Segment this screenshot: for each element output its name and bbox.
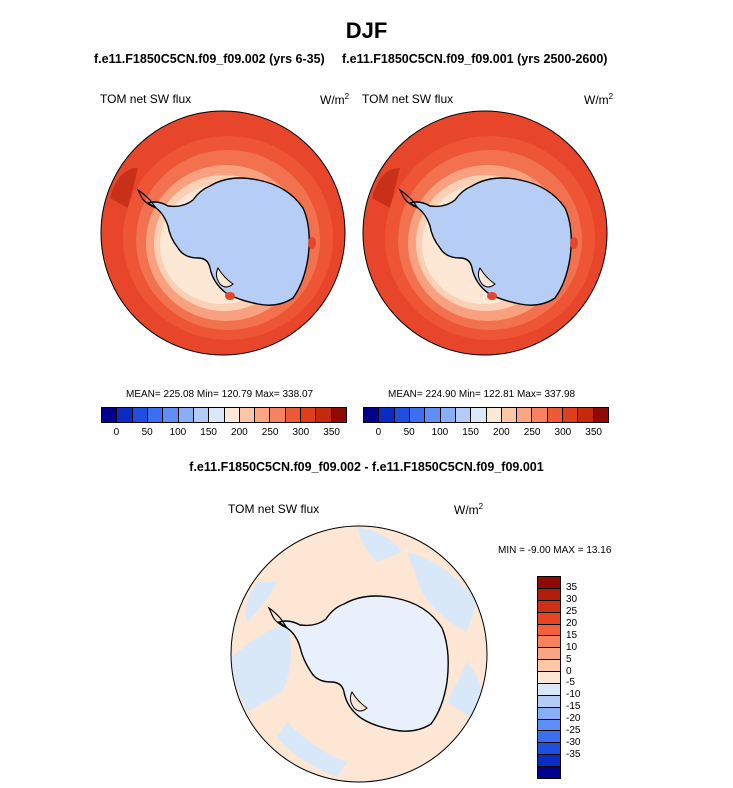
colorbar-swatch	[538, 612, 560, 625]
colorbar-tick-label: 350	[585, 427, 602, 438]
colorbar-tick-label: 150	[200, 427, 217, 438]
colorbar-tick-label: 350	[323, 427, 340, 438]
figure-title: DJF	[345, 18, 388, 43]
colorbar-tick-label: -35	[566, 749, 581, 761]
right-polar-map	[362, 110, 608, 356]
colorbar-swatch	[379, 408, 395, 422]
colorbar-swatch	[538, 755, 560, 767]
colorbar-tick-label: 15	[566, 629, 578, 641]
colorbar-swatch	[239, 408, 256, 422]
colorbar-swatch	[270, 408, 286, 422]
colorbar-tick-label: 250	[261, 427, 279, 438]
colorbar-tick-label: 100	[169, 427, 187, 438]
diff-variable-label: TOM net SW flux	[228, 502, 320, 516]
colorbar-swatch	[455, 408, 472, 422]
colorbar-tick-label: -25	[566, 725, 581, 737]
left-panel-title: f.e11.F1850C5CN.f09_f09.002 (yrs 6-35)	[94, 52, 325, 66]
diff-units-label: W/m2	[454, 502, 484, 517]
colorbar-swatch	[331, 408, 346, 422]
colorbar-tick-label: -5	[566, 677, 575, 689]
colorbar-swatch	[538, 695, 560, 708]
colorbar-swatch	[316, 408, 332, 422]
colorbar-tick-label: -30	[566, 737, 581, 749]
left-variable-label: TOM net SW flux	[100, 92, 192, 106]
colorbar-swatch	[538, 660, 560, 672]
colorbar-swatch	[547, 408, 564, 422]
colorbar-tick-label: -15	[566, 701, 581, 713]
colorbar-swatch	[563, 408, 579, 422]
colorbar-swatch	[178, 408, 194, 422]
colorbar-swatch	[132, 408, 148, 422]
colorbar-swatch	[538, 731, 560, 744]
colorbar-tick-label: 50	[403, 427, 415, 438]
colorbar-tick-label: -10	[566, 689, 581, 701]
colorbar-swatch	[538, 648, 560, 661]
colorbar-tick-label: 100	[431, 427, 449, 438]
colorbar-swatch	[147, 408, 164, 422]
colorbar-tick-label: 200	[231, 427, 248, 438]
colorbar-swatch	[102, 408, 118, 422]
colorbar-swatch	[255, 408, 271, 422]
colorbar-swatch	[409, 408, 426, 422]
colorbar-tick-label: 250	[523, 427, 541, 438]
colorbar-tick-label: 25	[566, 605, 578, 617]
colorbar-tick-label: 30	[566, 593, 578, 605]
diff-polar-map	[230, 525, 488, 783]
colorbar-tick-label: 150	[462, 427, 479, 438]
colorbar-tick-label: -20	[566, 713, 581, 725]
colorbar-swatch	[538, 719, 560, 732]
colorbar-tick-label: 300	[292, 427, 310, 438]
colorbar-tick-label: 0	[566, 665, 572, 677]
left-stats: MEAN= 225.08 Min= 120.79 Max= 338.07	[126, 389, 314, 400]
colorbar-tick-label: 20	[566, 617, 578, 629]
left-polar-map	[100, 110, 346, 356]
colorbar-swatch	[517, 408, 533, 422]
colorbar-swatch	[209, 408, 225, 422]
colorbar-swatch	[538, 588, 560, 601]
right-variable-label: TOM net SW flux	[362, 92, 454, 106]
colorbar-swatch	[364, 408, 380, 422]
right-colorbar	[363, 407, 609, 423]
diff-stats: MIN = -9.00 MAX = 13.16	[498, 545, 612, 556]
colorbar-swatch	[538, 683, 560, 696]
colorbar-swatch	[538, 636, 560, 649]
colorbar-tick-label: 300	[554, 427, 572, 438]
right-stats: MEAN= 224.90 Min= 122.81 Max= 337.98	[388, 389, 576, 400]
colorbar-tick-label: 5	[566, 653, 572, 665]
diff-panel-title: f.e11.F1850C5CN.f09_f09.002 - f.e11.F185…	[189, 460, 544, 474]
colorbar-swatch	[117, 408, 133, 422]
left-colorbar	[101, 407, 347, 423]
colorbar-swatch	[224, 408, 240, 422]
right-panel-title: f.e11.F1850C5CN.f09_f09.001 (yrs 2500-26…	[342, 52, 608, 66]
colorbar-swatch	[593, 408, 608, 422]
colorbar-swatch	[285, 408, 302, 422]
colorbar-swatch	[532, 408, 548, 422]
colorbar-tick-label: 0	[375, 427, 382, 438]
colorbar-swatch	[425, 408, 441, 422]
colorbar-swatch	[538, 707, 560, 720]
colorbar-swatch	[301, 408, 317, 422]
colorbar-swatch	[538, 624, 560, 637]
colorbar-swatch	[501, 408, 518, 422]
colorbar-tick-label: 50	[141, 427, 153, 438]
colorbar-swatch	[538, 743, 560, 756]
colorbar-tick-label: 10	[566, 641, 578, 653]
colorbar-tick-label: 200	[493, 427, 510, 438]
colorbar-swatch	[578, 408, 594, 422]
colorbar-swatch	[394, 408, 410, 422]
diff-colorbar	[537, 576, 561, 779]
colorbar-swatch	[538, 672, 560, 684]
left-units-label: W/m2	[320, 92, 350, 107]
colorbar-tick-label: 0	[113, 427, 120, 438]
colorbar-swatch	[193, 408, 210, 422]
colorbar-swatch	[163, 408, 179, 422]
colorbar-swatch	[538, 767, 560, 778]
colorbar-tick-label: 35	[566, 581, 578, 593]
colorbar-swatch	[471, 408, 487, 422]
right-units-label: W/m2	[584, 92, 614, 107]
colorbar-swatch	[486, 408, 502, 422]
colorbar-swatch	[440, 408, 456, 422]
colorbar-swatch	[538, 577, 560, 589]
colorbar-swatch	[538, 600, 560, 613]
